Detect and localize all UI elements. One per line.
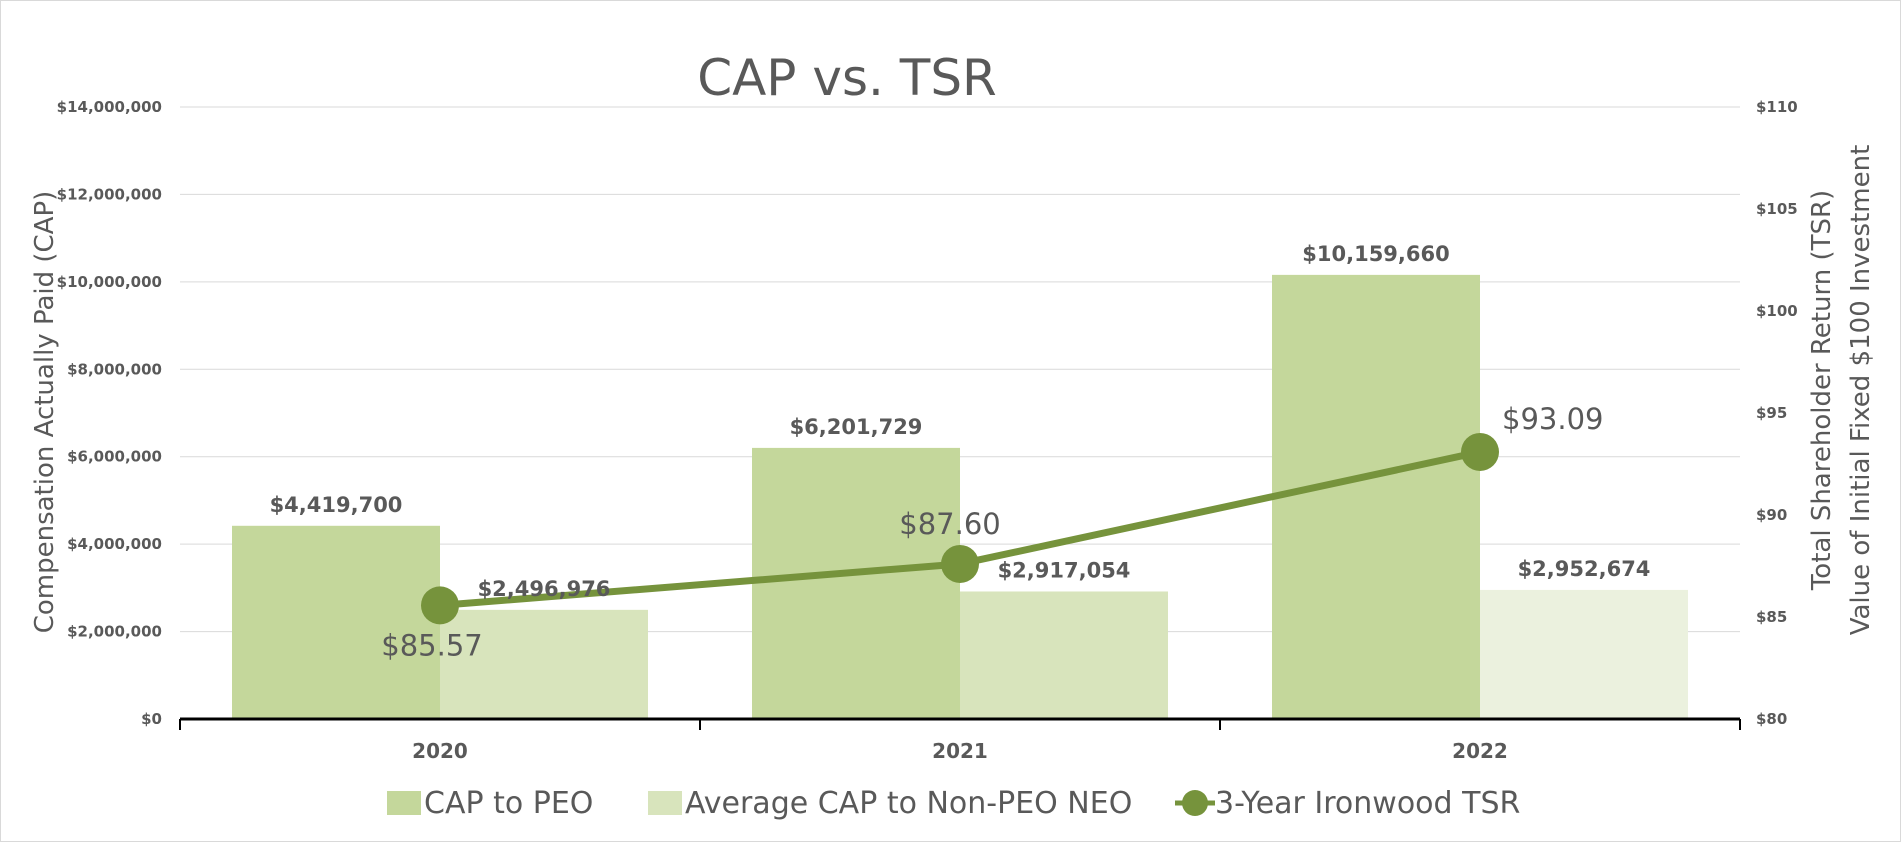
data-label-cap-to-peo-2021: $6,201,729 xyxy=(790,415,923,439)
tsr-point-2022 xyxy=(1461,432,1499,471)
tsr-value-label-2021: $87.60 xyxy=(899,507,1000,541)
data-label-avg-cap-non-peo-2022: $2,952,674 xyxy=(1518,557,1651,581)
legend-swatch-tsr-marker xyxy=(1182,790,1208,816)
y-tick-label: $0 xyxy=(141,710,162,728)
legend-swatch-avg-cap-non-peo xyxy=(648,791,682,815)
legend-label-avg-cap-non-peo: Average CAP to Non-PEO NEO xyxy=(685,786,1132,821)
data-label-cap-to-peo-2020: $4,419,700 xyxy=(270,493,403,517)
x-tick-label-2020: 2020 xyxy=(412,739,468,763)
y-axis-title: Compensation Actually Paid (CAP) xyxy=(30,191,60,634)
legend-swatch-cap-to-peo xyxy=(387,791,421,815)
chart-title: CAP vs. TSR xyxy=(697,49,997,107)
legend: CAP to PEO Average CAP to Non-PEO NEO 3-… xyxy=(387,786,1520,821)
legend-label-tsr: 3-Year Ironwood TSR xyxy=(1215,786,1520,821)
tsr-line-series xyxy=(421,432,1499,625)
tsr-value-label-2022: $93.09 xyxy=(1502,402,1603,436)
y-tick-label: $6,000,000 xyxy=(67,448,162,466)
tsr-point-2021 xyxy=(941,544,979,583)
data-labels: $4,419,700 $2,496,976 $6,201,729 $2,917,054… xyxy=(270,242,1651,662)
data-label-avg-cap-non-peo-2021: $2,917,054 xyxy=(998,558,1131,582)
axes: $0 $2,000,000 $4,000,000 $6,000,000 $8,000,0… xyxy=(57,98,1798,763)
y2-tick-label: $100 xyxy=(1756,302,1798,320)
y2-tick-label: $90 xyxy=(1756,506,1787,524)
y2-tick-label: $110 xyxy=(1756,98,1798,116)
bar-avg-cap-non-peo-2022 xyxy=(1480,589,1688,719)
y-tick-label: $10,000,000 xyxy=(57,273,162,291)
y-tick-label: $12,000,000 xyxy=(57,185,162,203)
y-tick-label: $14,000,000 xyxy=(57,98,162,116)
bar-cap-to-peo-2020 xyxy=(232,525,440,719)
legend-label-cap-to-peo: CAP to PEO xyxy=(424,786,593,821)
y2-axis-title-line1: Total Shareholder Return (TSR) xyxy=(1807,190,1837,591)
tsr-point-2020 xyxy=(421,586,459,625)
bar-avg-cap-non-peo-2020 xyxy=(440,609,648,719)
y2-tick-label: $95 xyxy=(1756,404,1787,422)
y-tick-label: $2,000,000 xyxy=(67,623,162,641)
bar-avg-cap-non-peo-2021 xyxy=(960,591,1168,719)
x-tick-label-2021: 2021 xyxy=(932,739,988,763)
y2-tick-label: $85 xyxy=(1756,608,1787,626)
y-tick-label: $4,000,000 xyxy=(67,535,162,553)
x-tick-label-2022: 2022 xyxy=(1452,739,1508,763)
y2-tick-label: $80 xyxy=(1756,710,1787,728)
bar-cap-to-peo-2021 xyxy=(752,447,960,719)
y2-axis-title-line2: Value of Initial Fixed $100 Investment xyxy=(1846,145,1876,636)
y2-tick-label: $105 xyxy=(1756,200,1798,218)
tsr-value-label-2020: $85.57 xyxy=(381,628,482,662)
data-label-avg-cap-non-peo-2020: $2,496,976 xyxy=(478,577,611,601)
bar-cap-to-peo-2022 xyxy=(1272,274,1480,719)
data-label-cap-to-peo-2022: $10,159,660 xyxy=(1302,242,1449,266)
bars xyxy=(232,274,1688,719)
y-tick-label: $8,000,000 xyxy=(67,360,162,378)
